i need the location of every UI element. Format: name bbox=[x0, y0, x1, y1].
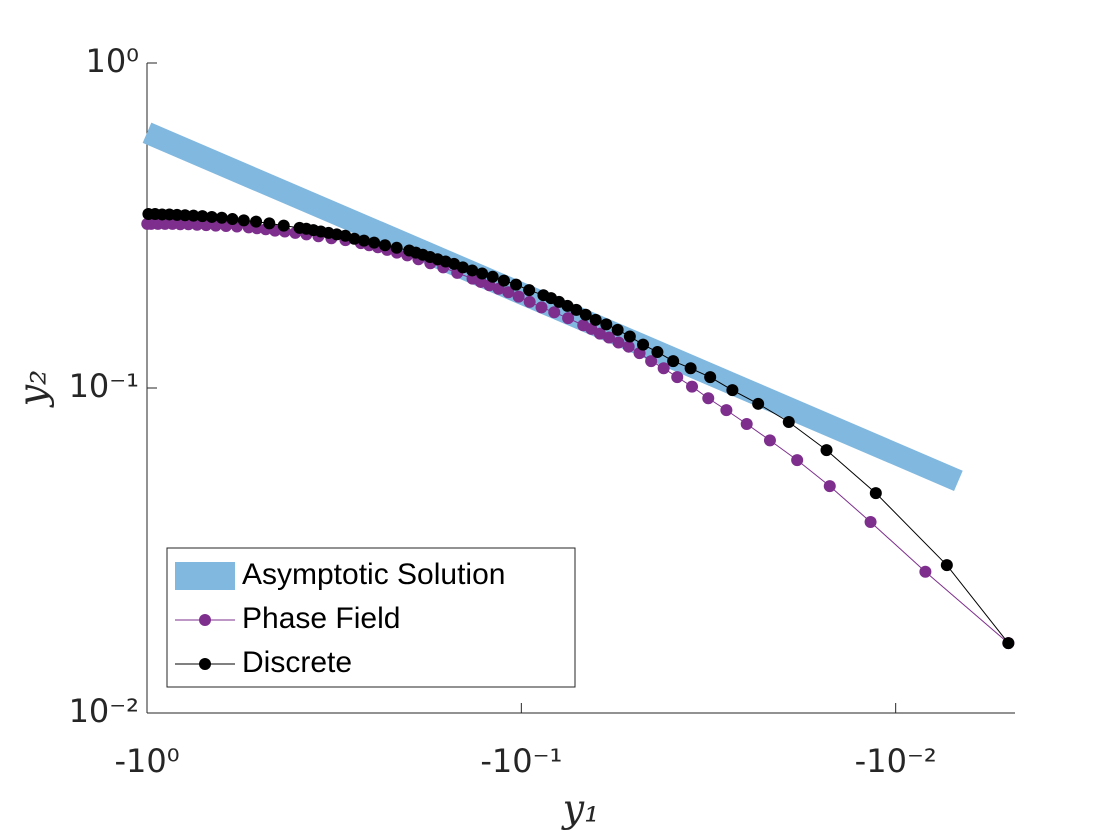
y-tick-label: 10⁻¹ bbox=[69, 367, 139, 405]
marker bbox=[686, 380, 699, 393]
x-axis-title: y₁ bbox=[561, 787, 600, 831]
marker bbox=[637, 338, 650, 351]
marker bbox=[667, 355, 680, 368]
marker bbox=[466, 264, 479, 277]
marker bbox=[263, 217, 276, 230]
marker bbox=[141, 217, 154, 230]
marker bbox=[535, 301, 548, 314]
legend-marker bbox=[199, 614, 211, 626]
marker bbox=[740, 417, 753, 430]
marker bbox=[510, 278, 523, 291]
marker bbox=[657, 362, 670, 375]
marker bbox=[548, 306, 561, 319]
marker bbox=[763, 434, 776, 447]
marker bbox=[497, 274, 510, 287]
x-tick-label: -10⁰ bbox=[114, 742, 179, 780]
marker bbox=[820, 444, 833, 457]
marker bbox=[720, 404, 733, 417]
marker bbox=[612, 336, 625, 349]
marker bbox=[142, 208, 155, 221]
marker bbox=[671, 371, 684, 384]
marker bbox=[600, 318, 613, 331]
marker bbox=[237, 214, 250, 227]
marker bbox=[205, 210, 218, 223]
legend-label: Phase Field bbox=[242, 602, 400, 635]
marker bbox=[684, 362, 697, 375]
marker bbox=[602, 331, 615, 344]
marker bbox=[1002, 637, 1015, 650]
marker bbox=[357, 234, 370, 247]
marker bbox=[215, 211, 228, 224]
marker bbox=[191, 218, 204, 231]
legend-label: Asymptotic Solution bbox=[242, 558, 505, 591]
marker bbox=[187, 209, 200, 222]
marker bbox=[611, 323, 624, 336]
marker bbox=[577, 319, 590, 332]
marker bbox=[823, 480, 836, 493]
marker bbox=[864, 515, 877, 528]
marker bbox=[368, 236, 381, 249]
marker bbox=[502, 286, 515, 299]
marker bbox=[476, 267, 489, 280]
marker bbox=[523, 284, 536, 297]
legend-label: Discrete bbox=[242, 646, 352, 679]
x-tick-label: -10⁻¹ bbox=[480, 742, 562, 780]
marker bbox=[348, 232, 361, 245]
marker bbox=[702, 392, 715, 405]
marker bbox=[196, 210, 209, 223]
marker bbox=[940, 559, 953, 572]
marker bbox=[403, 244, 416, 257]
marker bbox=[562, 312, 575, 325]
marker bbox=[293, 221, 306, 234]
marker bbox=[869, 487, 882, 500]
marker bbox=[791, 454, 804, 467]
y-tick-label: 10⁻² bbox=[69, 692, 139, 730]
marker bbox=[782, 415, 795, 428]
marker bbox=[390, 241, 403, 254]
marker bbox=[919, 565, 932, 578]
legend-swatch bbox=[175, 562, 235, 590]
marker bbox=[623, 330, 636, 343]
marker bbox=[752, 397, 765, 410]
marker bbox=[523, 295, 536, 308]
marker bbox=[250, 215, 263, 228]
y-axis-title: y₂ bbox=[11, 370, 55, 409]
x-tick-label: -10⁻² bbox=[855, 742, 937, 780]
marker bbox=[379, 239, 392, 252]
marker bbox=[704, 371, 717, 384]
marker bbox=[645, 355, 658, 368]
y-tick-label: 10⁰ bbox=[85, 42, 139, 80]
marker bbox=[512, 290, 525, 303]
marker bbox=[226, 213, 239, 226]
marker bbox=[589, 313, 602, 326]
marker bbox=[622, 340, 635, 353]
marker bbox=[277, 219, 290, 232]
marker bbox=[726, 384, 739, 397]
marker bbox=[651, 346, 664, 359]
marker bbox=[537, 289, 550, 302]
legend-marker bbox=[199, 658, 211, 670]
marker bbox=[579, 308, 592, 321]
marker bbox=[486, 270, 499, 283]
